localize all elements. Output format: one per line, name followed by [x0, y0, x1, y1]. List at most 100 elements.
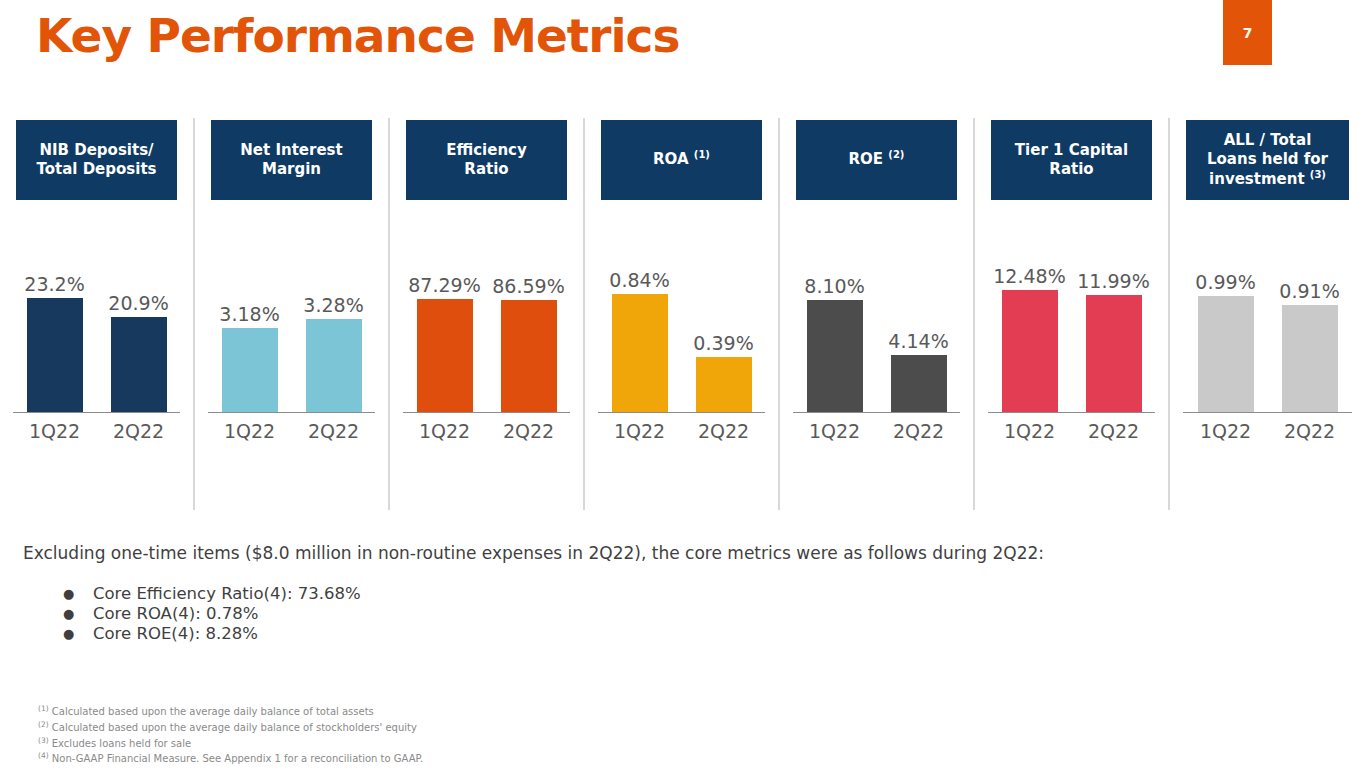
x-tick-label: 1Q22	[1002, 420, 1058, 442]
x-tick-label: 1Q22	[807, 420, 863, 442]
metric-panel: ALL / TotalLoans held forinvestment (3) …	[1170, 118, 1365, 510]
bar-value-label: 0.91%	[1279, 280, 1339, 302]
x-tick-label: 2Q22	[696, 420, 752, 442]
bar-value-label: 87.29%	[408, 274, 480, 296]
x-axis-labels: 1Q22 2Q22	[1183, 420, 1352, 442]
x-axis-labels: 1Q22 2Q22	[13, 420, 180, 442]
x-tick-label: 2Q22	[1086, 420, 1142, 442]
bar-value-label: 12.48%	[993, 265, 1065, 287]
x-tick-label: 1Q22	[1198, 420, 1254, 442]
bar-1Q22: 0.84%	[612, 294, 668, 412]
x-axis-labels: 1Q22 2Q22	[598, 420, 765, 442]
bar-value-label: 3.28%	[303, 294, 363, 316]
core-metrics-intro: Excluding one-time items ($8.0 million i…	[23, 543, 1223, 563]
bar-1Q22: 3.18%	[222, 328, 278, 412]
page-title: Key Performance Metrics	[36, 8, 679, 63]
metric-header-label: ALL / TotalLoans held forinvestment (3)	[1207, 131, 1328, 189]
x-tick-label: 1Q22	[27, 420, 83, 442]
page-number: 7	[1243, 25, 1253, 41]
bar-2Q22: 4.14%	[891, 355, 947, 412]
x-tick-label: 2Q22	[111, 420, 167, 442]
x-axis-labels: 1Q22 2Q22	[793, 420, 960, 442]
bar-chart: 0.99% 0.91%	[1183, 252, 1352, 413]
footnote-ref: (1)	[694, 149, 710, 160]
bar-2Q22: 0.39%	[696, 357, 752, 412]
metric-panel: EfficiencyRatio 87.29% 86.59% 1Q22 2Q22	[390, 118, 585, 510]
bullet-text: Core ROE(4): 8.28%	[93, 624, 258, 643]
metric-header-label: Tier 1 CapitalRatio	[1015, 141, 1128, 179]
x-tick-label: 2Q22	[1282, 420, 1338, 442]
page-number-badge: 7	[1223, 0, 1272, 65]
metric-header: ROA (1)	[601, 120, 762, 200]
bullet-item: ●Core ROE(4): 8.28%	[63, 623, 361, 643]
metric-header: NIB Deposits/Total Deposits	[16, 120, 177, 200]
bar-value-label: 20.9%	[108, 292, 168, 314]
metric-header-label: ROA (1)	[653, 150, 710, 169]
x-axis-labels: 1Q22 2Q22	[208, 420, 375, 442]
bar-1Q22: 23.2%	[27, 298, 83, 412]
bullet-text: Core ROA(4): 0.78%	[93, 604, 258, 623]
bar-2Q22: 20.9%	[111, 317, 167, 412]
bar-value-label: 3.18%	[219, 303, 279, 325]
footnote-number: (1)	[38, 704, 49, 713]
footnote-line: (1) Calculated based upon the average da…	[38, 703, 423, 719]
footnote-line: (2) Calculated based upon the average da…	[38, 719, 423, 735]
x-tick-label: 2Q22	[306, 420, 362, 442]
metric-panel: Tier 1 CapitalRatio 12.48% 11.99% 1Q22 2Q2…	[975, 118, 1170, 510]
metric-header: Net InterestMargin	[211, 120, 372, 200]
bar-2Q22: 0.91%	[1282, 305, 1338, 412]
footnote-line: (4) Non-GAAP Financial Measure. See Appe…	[38, 750, 423, 766]
metric-header-label: ROE (2)	[849, 150, 905, 169]
bar-value-label: 0.99%	[1195, 271, 1255, 293]
footnote-number: (4)	[38, 751, 49, 760]
metric-header: ALL / TotalLoans held forinvestment (3)	[1186, 120, 1349, 200]
bullet-glyph: ●	[63, 586, 93, 601]
metric-header-label: Net InterestMargin	[240, 141, 342, 179]
metric-panel: ROA (1) 0.84% 0.39% 1Q22 2Q22	[585, 118, 780, 510]
metric-header: Tier 1 CapitalRatio	[991, 120, 1152, 200]
bullet-item: ●Core ROA(4): 0.78%	[63, 603, 361, 623]
x-tick-label: 1Q22	[222, 420, 278, 442]
bullet-text: Core Efficiency Ratio(4): 73.68%	[93, 584, 361, 603]
x-axis-labels: 1Q22 2Q22	[403, 420, 570, 442]
bar-value-label: 23.2%	[24, 273, 84, 295]
footnotes: (1) Calculated based upon the average da…	[38, 703, 423, 766]
bar-chart: 12.48% 11.99%	[988, 252, 1155, 413]
bar-2Q22: 3.28%	[306, 319, 362, 412]
metric-header: EfficiencyRatio	[406, 120, 567, 200]
metric-header: ROE (2)	[796, 120, 957, 200]
bar-value-label: 8.10%	[804, 275, 864, 297]
bar-1Q22: 8.10%	[807, 300, 863, 412]
bar-1Q22: 0.99%	[1198, 296, 1254, 412]
x-tick-label: 2Q22	[891, 420, 947, 442]
metric-header-label: EfficiencyRatio	[446, 141, 527, 179]
footnote-number: (2)	[38, 720, 49, 729]
bar-1Q22: 87.29%	[417, 299, 473, 412]
bar-value-label: 86.59%	[492, 275, 564, 297]
bar-value-label: 11.99%	[1077, 270, 1149, 292]
bar-chart: 3.18% 3.28%	[208, 252, 375, 413]
bar-value-label: 4.14%	[888, 330, 948, 352]
bar-chart: 23.2% 20.9%	[13, 252, 180, 413]
x-axis-labels: 1Q22 2Q22	[988, 420, 1155, 442]
bar-1Q22: 12.48%	[1002, 290, 1058, 412]
bar-2Q22: 11.99%	[1086, 295, 1142, 412]
metric-panel: NIB Deposits/Total Deposits 23.2% 20.9% 1…	[0, 118, 195, 510]
footnote-number: (3)	[38, 736, 49, 745]
bullet-item: ●Core Efficiency Ratio(4): 73.68%	[63, 583, 361, 603]
bar-chart: 87.29% 86.59%	[403, 252, 570, 413]
bullet-glyph: ●	[63, 626, 93, 641]
bar-2Q22: 86.59%	[501, 300, 557, 412]
bar-value-label: 0.39%	[693, 332, 753, 354]
x-tick-label: 1Q22	[612, 420, 668, 442]
core-metrics-bullet-list: ●Core Efficiency Ratio(4): 73.68%●Core R…	[63, 583, 361, 643]
footnote-ref: (2)	[888, 149, 904, 160]
x-tick-label: 2Q22	[501, 420, 557, 442]
bar-chart: 0.84% 0.39%	[598, 252, 765, 413]
x-tick-label: 1Q22	[417, 420, 473, 442]
footnote-line: (3) Excludes loans held for sale	[38, 735, 423, 751]
metric-panel: Net InterestMargin 3.18% 3.28% 1Q22 2Q22	[195, 118, 390, 510]
metric-header-label: NIB Deposits/Total Deposits	[36, 141, 156, 179]
bullet-glyph: ●	[63, 606, 93, 621]
footnote-ref: (3)	[1310, 169, 1326, 180]
